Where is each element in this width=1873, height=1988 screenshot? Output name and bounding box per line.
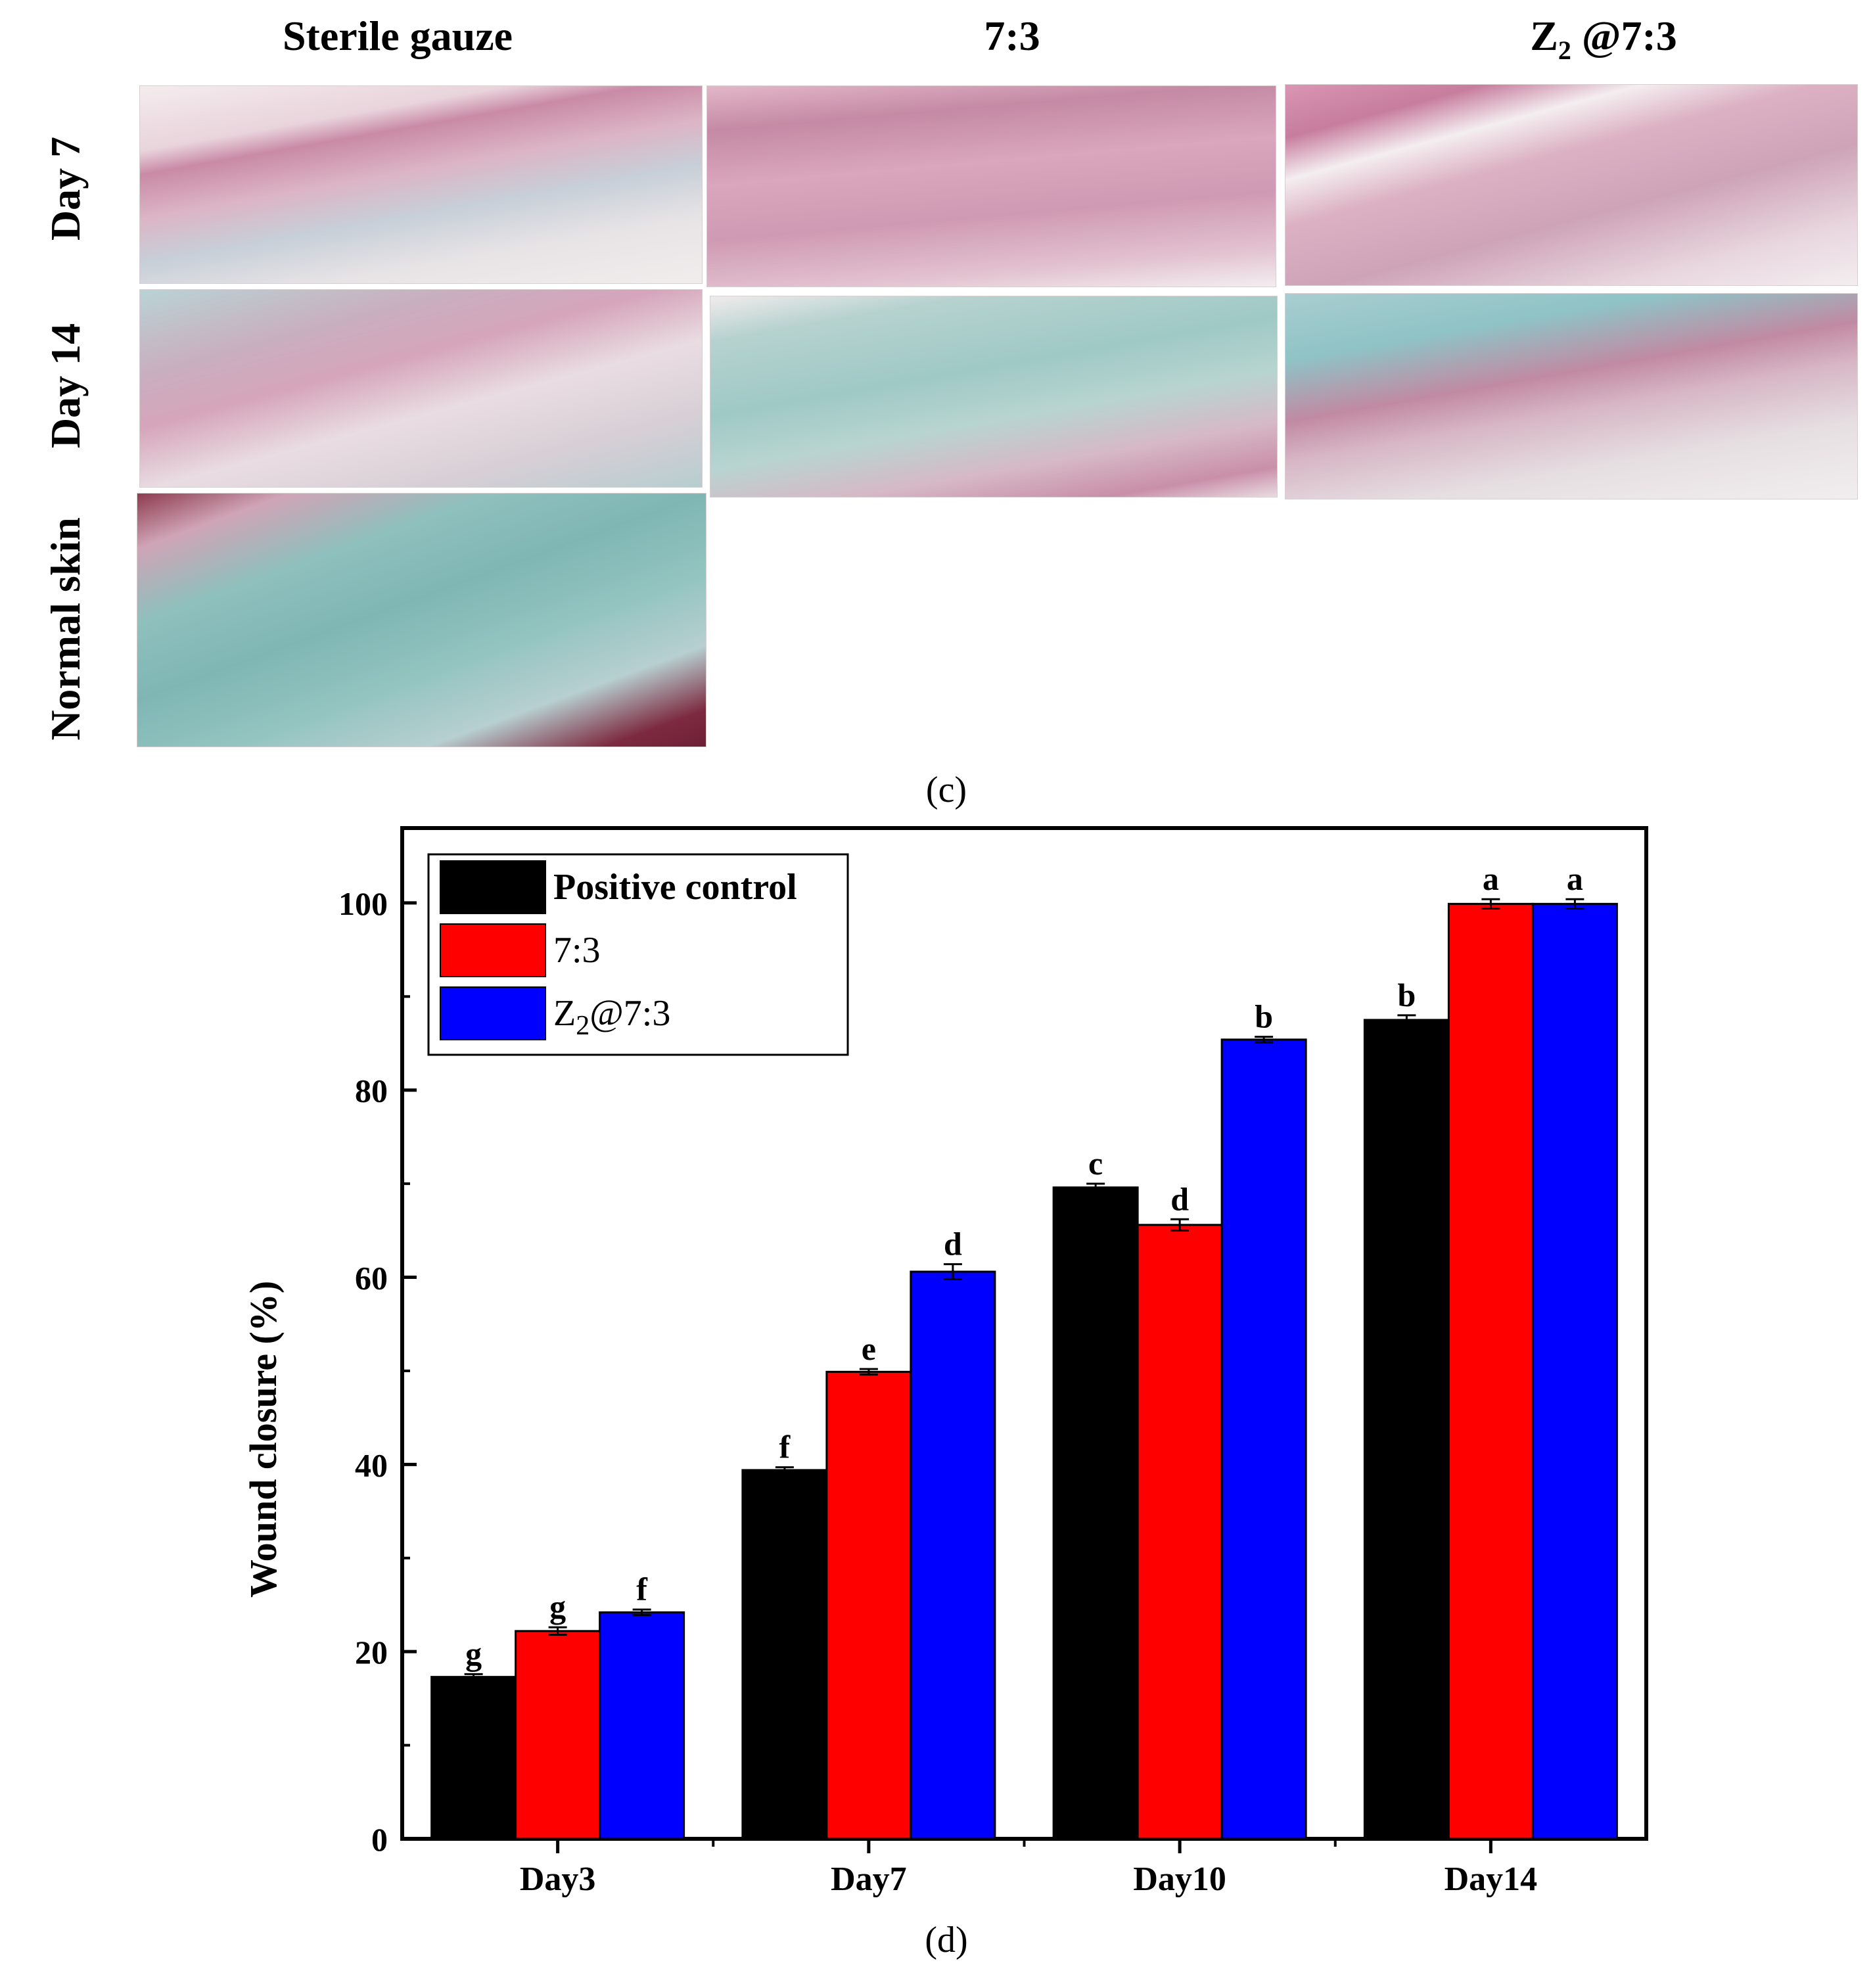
y-tick-label: 100 (338, 885, 388, 922)
x-tick-label: Day10 (1133, 1861, 1226, 1898)
significance-letter: d (944, 1226, 962, 1262)
bar (515, 1630, 601, 1840)
bar (1220, 1038, 1307, 1840)
significance-letter: c (1088, 1145, 1103, 1182)
significance-letter: f (636, 1571, 648, 1607)
col-header-rest: @7:3 (1581, 12, 1677, 59)
significance-letter: f (779, 1429, 791, 1466)
legend-swatch (440, 860, 546, 914)
col-header-sub: 2 (1558, 35, 1571, 65)
legend-label: Z2@7:3 (553, 993, 670, 1041)
x-tick-label: Day14 (1445, 1861, 1538, 1898)
x-axis-ticks: Day3 Day7 Day10 Day14 (520, 1839, 1537, 1898)
significance-letter: d (1170, 1180, 1189, 1217)
panel-label-d: (d) (925, 1920, 968, 1960)
significance-letter: b (1397, 977, 1416, 1013)
y-tick-label: 80 (355, 1073, 388, 1109)
bar (1447, 902, 1534, 1840)
bar (1136, 1224, 1223, 1840)
legend-swatch (440, 923, 546, 977)
histology-7-3-day-7 (706, 85, 1276, 287)
histology-z2-7-3-day-14 (1285, 293, 1858, 499)
bars: g g f f e d c d b b a a (430, 860, 1618, 1840)
histology-sterile-gauze-day-14 (139, 289, 703, 488)
bar (1531, 902, 1618, 1840)
legend: Positive control 7:3 Z2@7:3 (427, 853, 849, 1056)
histology-sterile-gauze-day-7 (139, 85, 703, 284)
col-header-7-3: 7:3 (984, 12, 1040, 59)
y-tick-label: 40 (355, 1446, 388, 1483)
y-axis-ticks: 0 20 40 60 80 100 (338, 885, 417, 1858)
legend-swatch (440, 986, 546, 1040)
histology-z2-7-3-day-7 (1285, 84, 1858, 286)
x-tick-label: Day7 (831, 1861, 907, 1898)
bar (599, 1611, 685, 1840)
legend-label: 7:3 (553, 930, 601, 971)
bar (825, 1370, 912, 1840)
panel-label-c: (c) (925, 770, 967, 810)
significance-letter: g (549, 1588, 566, 1625)
histology-normal-skin (137, 493, 706, 747)
y-axis-label: Wound closure (%) (242, 1281, 285, 1598)
bar (910, 1270, 996, 1840)
col-header-z2-7-3: Z2 @7:3 (1374, 12, 1834, 66)
bar (741, 1469, 828, 1840)
significance-letter: e (862, 1330, 876, 1367)
histology-7-3-day-14 (710, 296, 1278, 497)
row-header-normal-skin: Normal skin (42, 517, 89, 741)
significance-letter: a (1567, 860, 1583, 897)
significance-letter: b (1255, 998, 1273, 1035)
bar (1052, 1186, 1139, 1840)
bar (1363, 1019, 1450, 1840)
bar (430, 1676, 517, 1840)
col-header-sterile-gauze: Sterile gauze (282, 12, 513, 59)
significance-letter: g (465, 1635, 482, 1672)
col-header-z: Z (1530, 12, 1558, 59)
y-tick-label: 20 (355, 1634, 388, 1671)
significance-letter: a (1483, 860, 1499, 897)
x-tick-label: Day3 (520, 1861, 596, 1898)
y-tick-label: 60 (355, 1260, 388, 1297)
y-tick-label: 0 (371, 1821, 388, 1858)
legend-label: Positive control (553, 867, 797, 908)
